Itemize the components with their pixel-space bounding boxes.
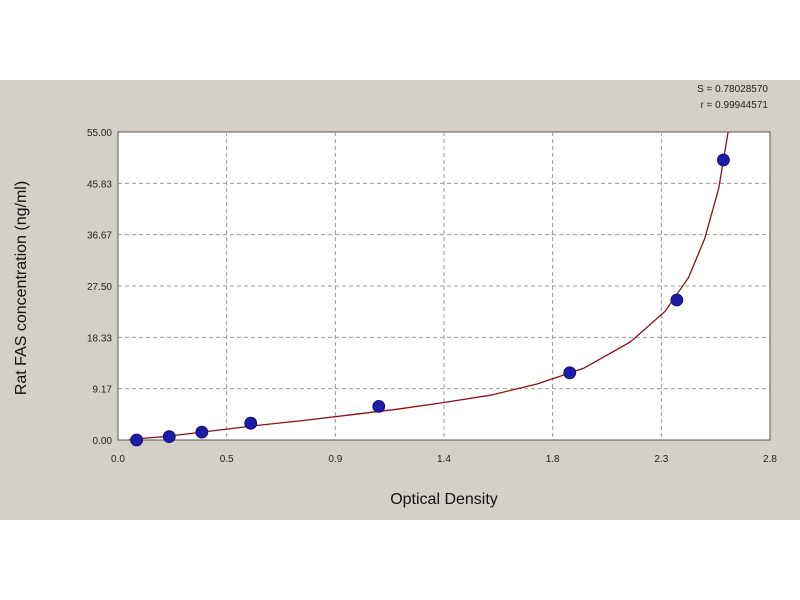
x-tick-label: 1.4: [437, 454, 451, 465]
chart-panel: S = 0.78028570 r = 0.99944571 0.0 0.5 0.9 1…: [0, 80, 800, 520]
x-tick-label: 2.8: [763, 454, 777, 465]
x-tick-label: 0.9: [328, 454, 342, 465]
y-tick-label: 9.17: [93, 385, 113, 396]
x-tick-label: 0.0: [111, 454, 125, 465]
y-tick-labels: 0.00 9.17 18.33 27.50 36.67 45.83 55.00: [87, 128, 112, 447]
y-tick-label: 36.67: [87, 231, 112, 242]
x-tick-labels: 0.0 0.5 0.9 1.4 1.8 2.3 2.8: [111, 454, 777, 465]
x-tick-label: 1.8: [546, 454, 560, 465]
data-point: [195, 425, 209, 439]
y-tick-label: 18.33: [87, 333, 112, 344]
y-tick-label: 55.00: [87, 128, 112, 139]
y-tick-label: 45.83: [87, 179, 112, 190]
y-tick-label: 27.50: [87, 282, 112, 293]
fit-statistics: S = 0.78028570 r = 0.99944571: [697, 84, 768, 111]
gridlines: [118, 132, 770, 440]
data-point: [130, 433, 144, 447]
data-point: [162, 430, 176, 444]
fit-curve: [129, 131, 729, 441]
chart-svg: S = 0.78028570 r = 0.99944571 0.0 0.5 0.9 1…: [13, 84, 777, 508]
x-tick-label: 2.3: [654, 454, 668, 465]
y-tick-label: 0.00: [93, 436, 113, 447]
x-tick-label: 0.5: [220, 454, 234, 465]
x-axis-title: Optical Density: [390, 491, 498, 508]
data-point: [244, 416, 258, 430]
stat-r: r = 0.99944571: [700, 100, 768, 111]
stat-s: S = 0.78028570: [697, 84, 768, 95]
data-points: [130, 153, 730, 447]
data-point: [563, 366, 577, 380]
data-point: [717, 153, 730, 167]
data-point: [670, 293, 684, 307]
y-axis-title: Rat FAS concentration (ng/ml): [13, 181, 30, 395]
data-point: [372, 399, 386, 413]
